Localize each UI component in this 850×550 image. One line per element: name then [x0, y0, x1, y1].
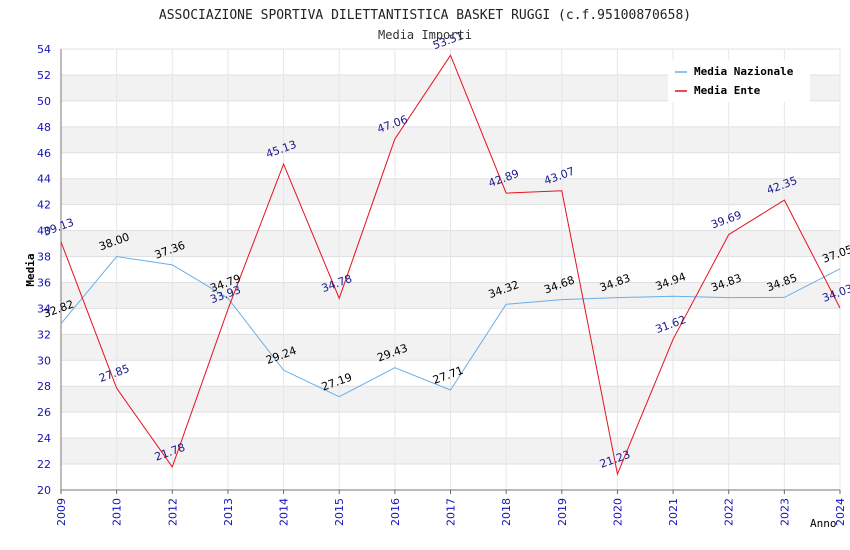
axes: 2022242628303234363840424446485052542009…: [37, 43, 847, 526]
y-tick-label: 46: [37, 147, 51, 160]
x-tick-label: 2018: [500, 498, 513, 526]
x-tick-label: 2020: [611, 498, 624, 526]
legend-label-nazionale: Media Nazionale: [694, 65, 794, 78]
series-lines: [60, 54, 841, 476]
y-tick-label: 48: [37, 121, 51, 134]
y-tick-label: 24: [37, 432, 51, 445]
y-tick-label: 38: [37, 251, 51, 264]
y-tick-label: 40: [37, 225, 51, 238]
x-tick-label: 2019: [556, 498, 569, 526]
y-tick-label: 52: [37, 69, 51, 82]
x-tick-label: 2016: [389, 498, 402, 526]
y-tick-label: 26: [37, 406, 51, 419]
legend-box: [668, 60, 810, 102]
y-tick-label: 36: [37, 276, 51, 289]
x-tick-label: 2012: [166, 498, 179, 526]
legend: Media Nazionale Media Ente: [668, 60, 810, 102]
y-tick-label: 32: [37, 328, 51, 341]
y-tick-label: 34: [37, 302, 51, 315]
y-tick-label: 28: [37, 380, 51, 393]
y-tick-label: 22: [37, 458, 51, 471]
x-tick-label: 2009: [55, 498, 68, 526]
x-tick-label: 2023: [778, 498, 791, 526]
series-line-media-ente: [60, 54, 841, 476]
data-label: 27.71: [431, 364, 465, 387]
data-label: 39.69: [709, 208, 743, 231]
y-tick-label: 50: [37, 95, 51, 108]
chart-subtitle: Media Importi: [378, 28, 472, 42]
series-line-media-nazionale: [60, 255, 841, 398]
legend-label-ente: Media Ente: [694, 84, 761, 97]
x-tick-label: 2015: [333, 498, 346, 526]
x-tick-label: 2021: [667, 498, 680, 526]
x-tick-label: 2013: [222, 498, 235, 526]
x-tick-label: 2014: [278, 498, 291, 526]
grid-lines: [60, 48, 841, 491]
x-axis-label: Anno: [810, 517, 837, 530]
y-tick-label: 20: [37, 484, 51, 497]
y-tick-label: 42: [37, 199, 51, 212]
y-tick-label: 44: [37, 173, 51, 186]
x-tick-label: 2017: [445, 498, 458, 526]
data-label: 31.62: [654, 313, 688, 336]
y-axis-label: Media: [24, 253, 37, 286]
x-tick-label: 2022: [723, 498, 736, 526]
x-tick-label: 2010: [111, 498, 124, 526]
x-tick-label: 2024: [834, 498, 847, 526]
data-label: 32.82: [42, 298, 76, 321]
chart-title: ASSOCIAZIONE SPORTIVA DILETTANTISTICA BA…: [159, 8, 691, 23]
y-tick-label: 54: [37, 43, 51, 56]
y-tick-label: 30: [37, 354, 51, 367]
